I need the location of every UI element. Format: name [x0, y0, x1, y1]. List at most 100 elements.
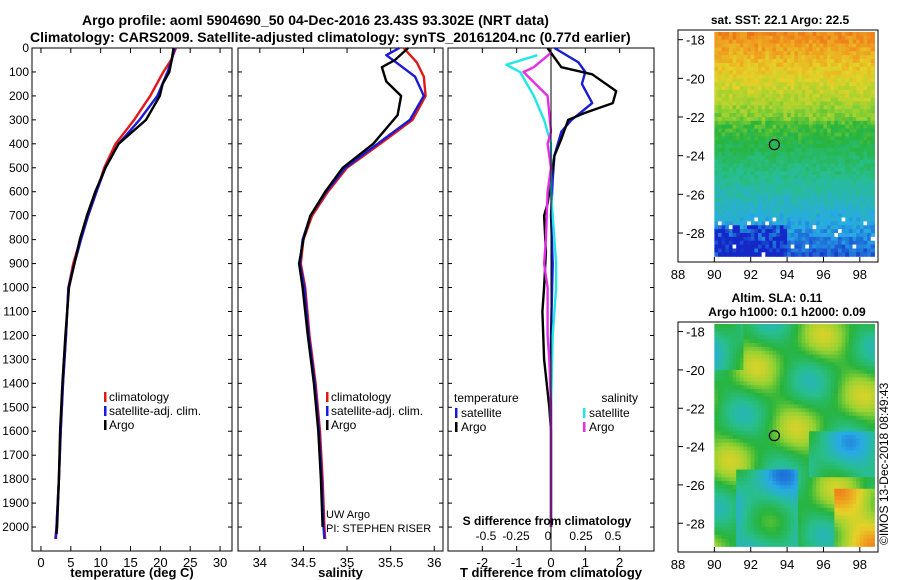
sla-cell: [805, 496, 810, 501]
sla-cell: [863, 389, 868, 394]
sla-cell: [816, 477, 821, 482]
sla-cell: [768, 366, 774, 371]
sst-cell: [863, 236, 868, 242]
sst-cell: [721, 39, 726, 45]
sla-cell: [714, 415, 719, 421]
sla-cell: [845, 358, 850, 363]
sst-cell: [798, 113, 803, 118]
sst-cell: [808, 140, 814, 145]
sst-cell: [859, 155, 865, 161]
sst-cell: [725, 62, 730, 68]
sla-cell: [805, 350, 810, 356]
sla-cell: [812, 481, 817, 486]
sla-cell: [739, 404, 745, 409]
sla-cell: [790, 354, 795, 360]
sla-cell: [856, 377, 861, 383]
sla-cell: [816, 473, 821, 478]
sla-cell: [830, 473, 835, 478]
sla-cell: [736, 350, 741, 356]
sst-cell: [718, 51, 723, 56]
sst-cell: [794, 209, 799, 215]
sla-cell: [754, 335, 759, 340]
sla-cell: [776, 469, 781, 475]
sla-cell: [801, 373, 806, 379]
sla-cell: [750, 396, 755, 402]
sla-cell: [852, 496, 857, 501]
sla-cell: [801, 461, 806, 467]
sla-cell: [787, 400, 792, 406]
sla-cell: [779, 458, 785, 463]
sla-cell: [852, 461, 857, 467]
sst-cell: [721, 47, 726, 52]
sst-cell: [812, 213, 817, 219]
sla-cell: [845, 369, 850, 375]
sla-cell: [827, 484, 832, 490]
sst-cell: [816, 240, 821, 246]
sst-cell: [743, 59, 748, 64]
sst-cell: [830, 120, 835, 126]
sla-cell: [776, 450, 781, 455]
sst-cell: [845, 128, 850, 134]
sla-cell: [750, 488, 755, 494]
sst-cell: [819, 31, 825, 37]
sla-cell: [827, 412, 832, 417]
sst-cell: [736, 194, 741, 199]
sst-cell: [819, 55, 825, 60]
sst-cell: [714, 113, 719, 118]
sla-cell: [808, 488, 814, 494]
sla-cell: [805, 389, 810, 394]
x-tick-label: 0: [37, 555, 44, 570]
sst-cell: [790, 120, 795, 126]
sst-cell: [848, 159, 854, 164]
sla-cell: [783, 381, 788, 386]
sst-cell: [830, 233, 835, 238]
sst-cell: [765, 163, 770, 168]
sla-cell: [859, 492, 865, 498]
sla-cell: [823, 354, 828, 360]
sst-cell: [794, 39, 799, 45]
sst-cell: [798, 202, 803, 207]
sst-cell: [856, 43, 861, 48]
sla-cell: [801, 362, 806, 367]
sst-cell: [816, 205, 821, 211]
sst-cell: [750, 186, 755, 192]
sla-cell: [827, 442, 832, 448]
sla-cell: [823, 350, 828, 356]
sst-cell: [794, 233, 799, 238]
x-tick-label: 36: [427, 555, 441, 570]
sla-cell: [834, 358, 839, 363]
sla-cell: [736, 358, 741, 363]
sst-cell: [747, 175, 752, 180]
sst-cell: [787, 147, 792, 153]
sla-cell: [776, 346, 781, 352]
sla-cell: [812, 400, 817, 406]
sla-cell: [736, 404, 741, 409]
sla-cell: [834, 504, 839, 509]
sla-cell: [736, 385, 741, 390]
sla-cell: [728, 500, 734, 505]
sla-cell: [732, 438, 737, 444]
sla-cell: [776, 488, 781, 494]
sst-cell: [856, 62, 861, 68]
sla-cell: [721, 323, 726, 329]
sla-cell: [732, 454, 737, 459]
sla-cell: [838, 415, 843, 421]
sst-cell: [754, 39, 759, 45]
sst-cell: [721, 190, 726, 195]
sst-cell: [718, 233, 723, 238]
sla-cell: [845, 423, 850, 429]
sla-cell: [827, 362, 832, 367]
sst-cell: [805, 252, 810, 257]
sla-cell: [747, 435, 752, 440]
sst-cell: [859, 167, 865, 172]
sst-cell: [718, 198, 723, 203]
sla-cell: [827, 473, 832, 478]
sla-cell: [765, 465, 770, 471]
y-tick-label: 600: [9, 185, 29, 199]
sst-cell: [798, 178, 803, 184]
sst-cell: [761, 236, 766, 242]
sst-cell: [808, 101, 814, 106]
sst-cell: [768, 97, 774, 103]
sla-cell: [852, 396, 857, 402]
sla-cell: [794, 465, 799, 471]
